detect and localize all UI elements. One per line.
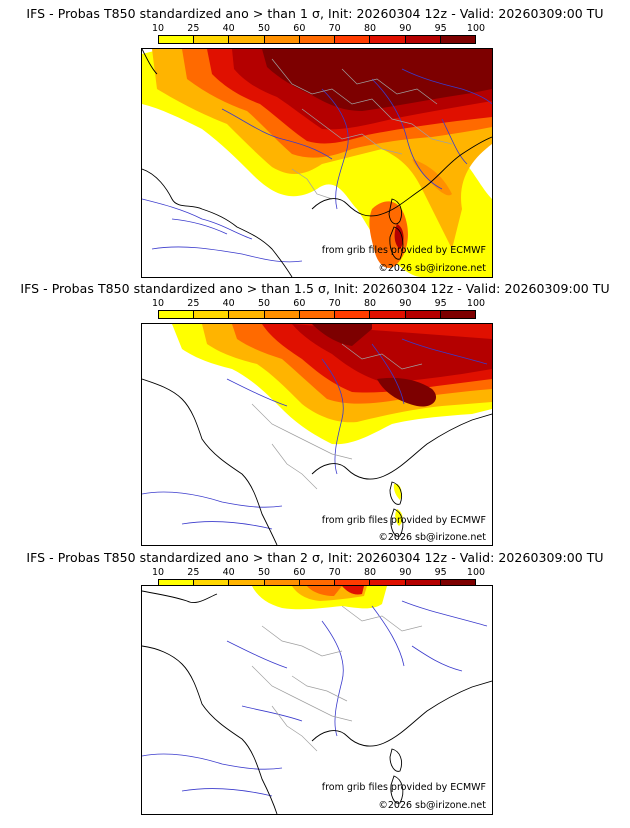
colorbar-tick-label: 95	[434, 298, 447, 309]
colorbar-tick-label: 90	[399, 298, 412, 309]
colorbar-tick-label: 50	[257, 23, 271, 34]
copyright-credit: ©2026 sb@irizone.net	[378, 800, 486, 811]
colorbar-segment	[405, 36, 441, 43]
colorbar-segment	[299, 36, 336, 43]
colorbar-tick-label: 50	[257, 298, 271, 309]
colorbar-segment	[370, 311, 406, 318]
colorbar-tick-label: 70	[328, 23, 341, 34]
source-credit: from grib files provided by ECMWF	[321, 782, 486, 793]
colorbar-labels: 10 25 40 50 60 70 80 90 95 100	[143, 23, 493, 34]
colorbar-tick-label: 60	[293, 23, 306, 34]
colorbar-tick-label: 90	[399, 23, 412, 34]
colorbar-tick-label: 90	[399, 567, 412, 578]
colorbar-tick-label: 40	[222, 567, 235, 578]
colorbar-tick-label: 10	[151, 23, 165, 34]
colorbar-tick-label: 60	[293, 567, 306, 578]
colorbar-segment	[405, 311, 441, 318]
colorbar-segment	[194, 311, 230, 318]
colorbar-segment	[440, 311, 475, 318]
colorbar-tick-label: 25	[187, 298, 200, 309]
colorbar-segment	[229, 36, 265, 43]
colorbar-labels: 10 25 40 50 60 70 80 90 95 100	[143, 567, 493, 578]
colorbar-segment	[194, 36, 230, 43]
source-credit: from grib files provided by ECMWF	[321, 515, 486, 526]
colorbar-segment	[159, 36, 195, 43]
colorbar-tick-label: 100	[466, 567, 486, 578]
colorbar-segment	[299, 580, 336, 587]
colorbar-segment	[194, 580, 230, 587]
colorbar-segment	[264, 580, 300, 587]
colorbar-segment	[229, 311, 265, 318]
colorbar-tick-label: 80	[363, 567, 377, 578]
probability-map: from grib files provided by ECMWF ©2026 …	[141, 323, 493, 546]
colorbar-segment	[440, 580, 475, 587]
colorbar-tick-label: 95	[434, 567, 447, 578]
map-svg	[142, 49, 492, 277]
colorbar-segment	[440, 36, 475, 43]
colorbar-segment	[159, 311, 195, 318]
colorbar	[158, 35, 476, 44]
colorbar-tick-label: 25	[187, 23, 200, 34]
map-svg	[142, 324, 492, 545]
panel-title: IFS - Probas T850 standardized ano > tha…	[26, 6, 604, 21]
colorbar-tick-label: 80	[363, 23, 377, 34]
colorbar-segment	[335, 580, 371, 587]
colorbar-segment	[159, 580, 195, 587]
map-svg	[142, 586, 492, 814]
colorbar-tick-label: 40	[222, 23, 235, 34]
colorbar-tick-label: 25	[187, 567, 200, 578]
colorbar-tick-label: 60	[293, 298, 306, 309]
colorbar-tick-label: 40	[222, 298, 235, 309]
colorbar-labels: 10 25 40 50 60 70 80 90 95 100	[143, 298, 493, 309]
panel-title: IFS - Probas T850 standardized ano > tha…	[26, 550, 604, 565]
probability-map: from grib files provided by ECMWF ©2026 …	[141, 585, 493, 815]
colorbar-tick-label: 100	[466, 23, 486, 34]
panel-title: IFS - Probas T850 standardized ano > tha…	[20, 281, 610, 296]
colorbar-segment	[335, 36, 371, 43]
colorbar-segment	[264, 36, 300, 43]
colorbar-segment	[370, 36, 406, 43]
colorbar-tick-label: 70	[328, 298, 341, 309]
colorbar-segment	[370, 580, 406, 587]
colorbar-tick-label: 80	[363, 298, 377, 309]
colorbar-tick-label: 100	[466, 298, 486, 309]
copyright-credit: ©2026 sb@irizone.net	[378, 532, 486, 543]
probability-map: from grib files provided by ECMWF ©2026 …	[141, 48, 493, 278]
colorbar	[158, 310, 476, 319]
colorbar-segment	[299, 311, 336, 318]
colorbar-segment	[405, 580, 441, 587]
colorbar-tick-label: 70	[328, 567, 341, 578]
colorbar-tick-label: 95	[434, 23, 447, 34]
copyright-credit: ©2026 sb@irizone.net	[378, 263, 486, 274]
colorbar-segment	[264, 311, 300, 318]
colorbar-tick-label: 10	[151, 298, 165, 309]
colorbar-segment	[229, 580, 265, 587]
colorbar-tick-label: 10	[151, 567, 165, 578]
colorbar-tick-label: 50	[257, 567, 271, 578]
source-credit: from grib files provided by ECMWF	[321, 245, 486, 256]
colorbar-segment	[335, 311, 371, 318]
